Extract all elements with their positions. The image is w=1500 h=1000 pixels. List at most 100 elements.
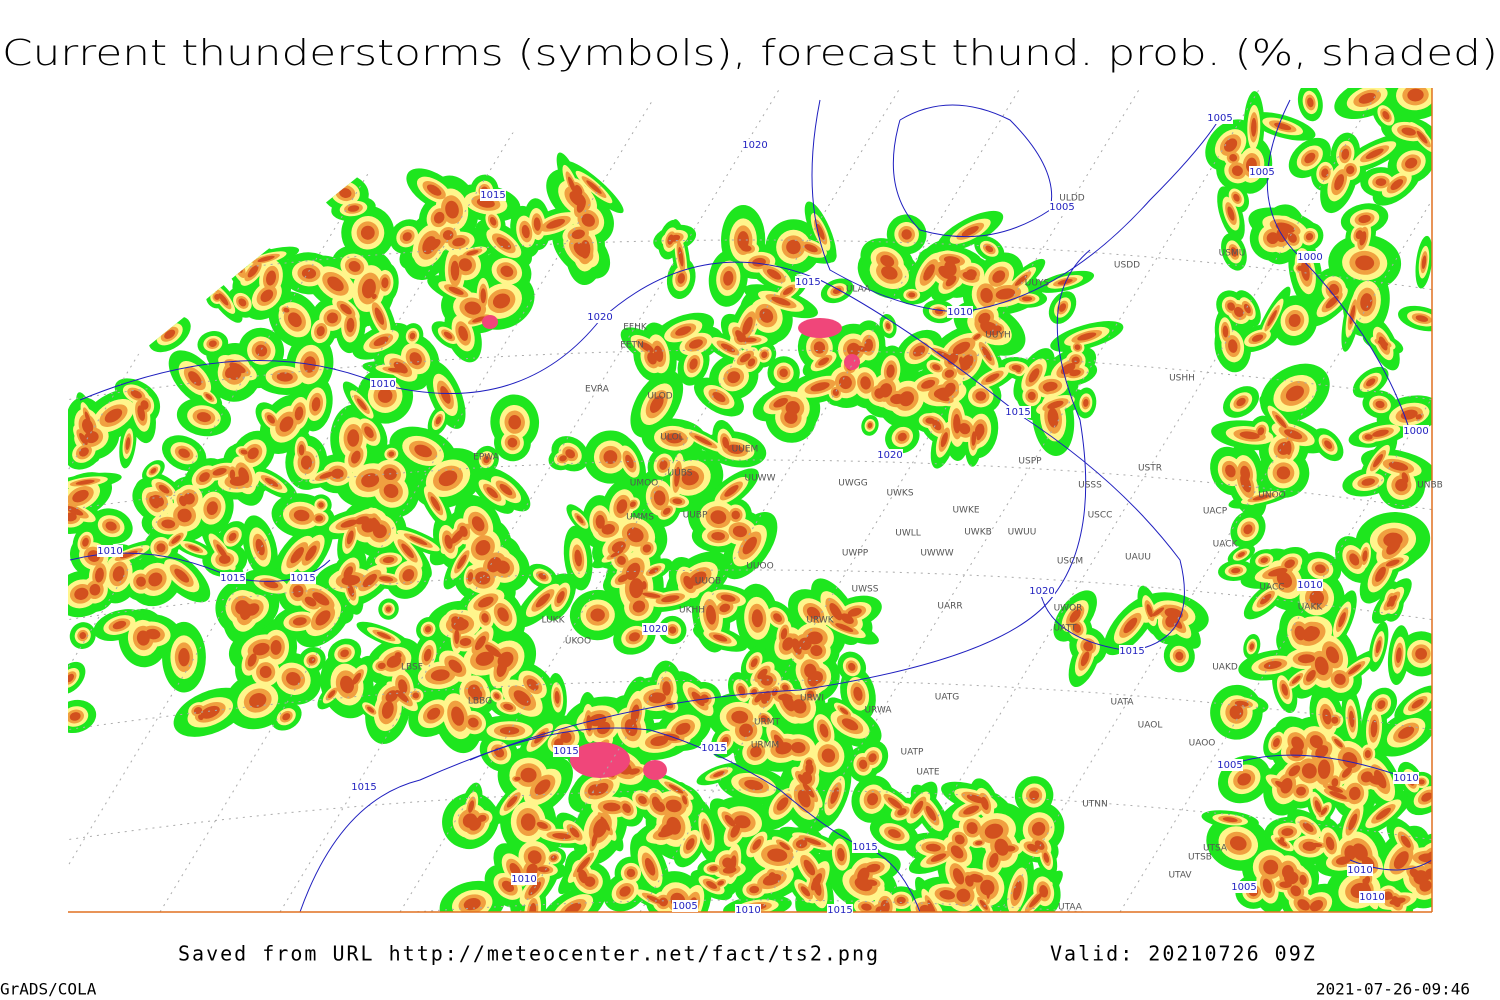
thunderstorm-area [798, 318, 842, 338]
station-code: UACK [1213, 540, 1239, 550]
shaded-area [171, 180, 212, 244]
station-code: USSS [1078, 481, 1102, 491]
shaded-area [239, 191, 251, 202]
shaded-area [121, 241, 141, 264]
isobar-label: 1015 [220, 573, 245, 584]
station-code: USCM [1057, 557, 1083, 567]
isobar-label: 1005 [672, 901, 697, 912]
station-code: LUKK [542, 616, 566, 626]
station-code: UATP [901, 748, 925, 758]
isobar-label: 1010 [97, 546, 122, 557]
shaded-area [136, 294, 149, 307]
shaded-area [79, 179, 108, 202]
shaded-area [68, 186, 80, 201]
station-code: ULOL [660, 433, 683, 443]
shaded-area [233, 256, 243, 273]
station-code: UNOO [1258, 491, 1286, 501]
shaded-area [138, 297, 147, 305]
shaded-area [68, 253, 114, 310]
isobar-label: 1005 [1231, 882, 1256, 893]
station-code: EVRA [585, 385, 610, 395]
shaded-area [179, 192, 205, 232]
isobar-label: 1015 [351, 782, 376, 793]
station-code: URWA [864, 706, 892, 716]
shaded-area [251, 227, 260, 237]
isobar-label: 1015 [701, 743, 726, 754]
station-code: UUBP [683, 511, 708, 521]
shaded-area [248, 224, 263, 240]
shaded-area [74, 220, 93, 247]
isobar-label: 1000 [1297, 252, 1322, 263]
isobar-label: 1010 [1297, 580, 1322, 591]
isobar-label: 1010 [511, 874, 536, 885]
shaded-area [141, 208, 184, 231]
station-code: USDD [1114, 261, 1140, 271]
shaded-area [68, 264, 103, 299]
shaded-area [178, 648, 190, 667]
isobar-label: 1015 [1119, 646, 1144, 657]
station-code: UUEM [732, 445, 759, 455]
shaded-area [83, 281, 97, 294]
station-code: UUOB [695, 577, 721, 587]
station-code: URWK [806, 616, 834, 626]
shaded-area [80, 306, 94, 319]
shaded-area [122, 268, 131, 276]
timestamp: 2021-07-26-09:46 [1316, 980, 1470, 999]
shaded-area [69, 312, 118, 353]
station-code: UATE [916, 768, 940, 778]
shaded-area [79, 227, 88, 239]
station-code: UKHH [679, 606, 705, 616]
shaded-area [68, 285, 108, 334]
shaded-area [806, 631, 823, 645]
station-code: UWSS [852, 585, 879, 595]
station-code: UMMS [626, 513, 654, 523]
shaded-area [73, 269, 97, 294]
station-code: URWI [800, 694, 824, 704]
shaded-area [68, 182, 83, 204]
shaded-area [259, 665, 272, 679]
shaded-area [224, 226, 238, 238]
shaded-area [1418, 779, 1425, 785]
isobar-label: 1020 [1029, 586, 1054, 597]
isobar-label: 1010 [1347, 865, 1372, 876]
shaded-area [68, 289, 112, 337]
station-code: USHH [1169, 374, 1195, 384]
shaded-area [89, 203, 131, 239]
thunderstorm-area [844, 354, 860, 370]
shaded-area [136, 291, 166, 321]
shaded-area [208, 250, 219, 262]
station-code: UWKB [964, 528, 992, 538]
shaded-area [77, 274, 93, 289]
shaded-area [71, 303, 87, 316]
shaded-area [157, 216, 168, 223]
isobar-label: 1005 [1217, 760, 1242, 771]
shaded-area [115, 234, 147, 270]
isobar-label: 1010 [1393, 773, 1418, 784]
station-code: UKOO [565, 637, 591, 647]
shaded-area [216, 217, 246, 246]
shaded-area [89, 304, 106, 320]
map-area [68, 88, 1432, 912]
station-code: UWPP [842, 549, 869, 559]
shaded-area [186, 203, 197, 221]
station-code: UATA [1110, 698, 1134, 708]
isobar-label: 1010 [947, 307, 972, 318]
source-url: Saved from URL http://meteocenter.net/fa… [178, 942, 880, 966]
shaded-area [109, 259, 144, 285]
isobar-label: 1000 [1403, 426, 1428, 437]
shaded-area [104, 216, 116, 226]
graticule [759, 88, 1261, 912]
station-code: UAUU [1125, 553, 1151, 563]
shaded-area [68, 176, 90, 210]
station-code: USCC [1088, 511, 1113, 521]
shaded-area [132, 308, 151, 317]
isobar-label: 1015 [480, 190, 505, 201]
shaded-area [219, 242, 239, 259]
shaded-area [81, 257, 92, 267]
station-code: UUYH [985, 331, 1010, 341]
station-code: UWGG [838, 479, 867, 489]
shaded-area [68, 263, 116, 311]
shaded-area [153, 214, 172, 225]
shaded-area [137, 223, 156, 240]
shaded-area [77, 293, 118, 331]
